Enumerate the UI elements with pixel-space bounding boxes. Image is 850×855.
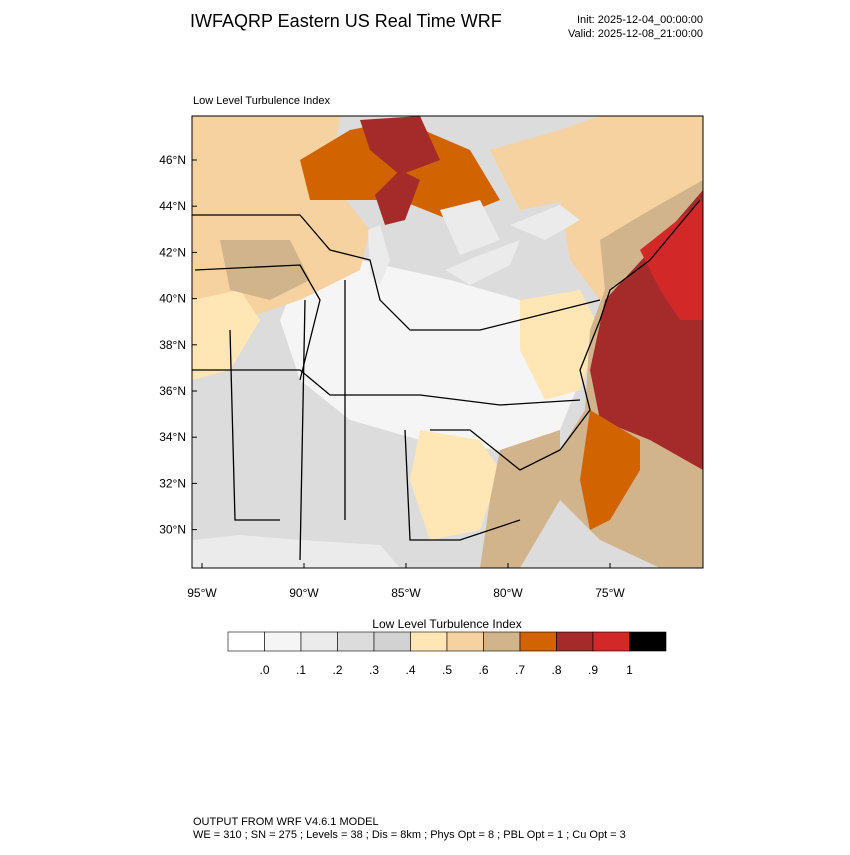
colorbar-cell: [483, 631, 521, 652]
colorbar-cell: [227, 631, 265, 652]
axis-labels: 46°N 44°N 42°N 40°N 38°N 36°N 34°N 32°N 30°N 95°W…: [159, 153, 625, 600]
colorbar-cell: [446, 631, 484, 652]
colorbar-label: .5: [442, 663, 452, 677]
lake-ontario: [510, 205, 580, 240]
valid-time: Valid: 2025-12-08_21:00:00: [568, 28, 703, 40]
map-subtitle: Low Level Turbulence Index: [193, 95, 330, 107]
lon-label: 95°W: [187, 586, 217, 600]
colorbar-cell: [300, 631, 338, 652]
lat-label: 44°N: [159, 199, 186, 213]
colorbar-label: .1: [296, 663, 306, 677]
lake-erie: [445, 240, 520, 285]
lat-label: 34°N: [159, 430, 186, 444]
tan-region: [192, 290, 260, 380]
lat-label: 36°N: [159, 384, 186, 398]
colorbar-label: 1: [626, 663, 633, 677]
colorbar-label: .8: [551, 663, 561, 677]
colorbar-cell: [410, 631, 448, 652]
boundaries: [192, 199, 701, 561]
ocean-tan: [480, 430, 560, 568]
lon-label: 85°W: [391, 586, 421, 600]
lon-label: 75°W: [595, 586, 625, 600]
title: IWFAQRP Eastern US Real Time WRF: [190, 11, 502, 31]
lat-label: 46°N: [159, 153, 186, 167]
ocean-red: [640, 200, 703, 320]
footer-line: OUTPUT FROM WRF V4.6.1 MODEL: [193, 816, 379, 828]
lat-label: 30°N: [159, 523, 186, 537]
colorbar-cell: [556, 631, 594, 652]
dark-red-region: [360, 116, 440, 175]
colorbar-label: .3: [369, 663, 379, 677]
colorbar-cell: [519, 631, 557, 652]
lake-michigan: [368, 225, 390, 285]
colorbar-cell: [373, 631, 411, 652]
gulf-region: [192, 535, 400, 568]
colorbar-cell: [629, 631, 667, 652]
lat-label: 32°N: [159, 476, 186, 490]
colorbar-cell: [264, 631, 302, 652]
tan-region: [410, 430, 500, 540]
lat-label: 42°N: [159, 245, 186, 259]
colorbar-label: .7: [515, 663, 525, 677]
colorbar-label: .6: [478, 663, 488, 677]
canada-region: [490, 116, 703, 210]
dark-red-region: [375, 170, 420, 225]
colorbar: .0 .1 .2 .3 .4 .5 .6 .7 .8 .9 1: [227, 631, 667, 677]
lon-label: 90°W: [289, 586, 319, 600]
map-frame: [191, 115, 704, 569]
lon-label: 80°W: [493, 586, 523, 600]
colorbar-label: .4: [405, 663, 415, 677]
light-region: [280, 260, 580, 450]
colorbar-cell: [592, 631, 630, 652]
init-time: Init: 2025-12-04_00:00:00: [577, 14, 703, 26]
footer-line: WE = 310 ; SN = 275 ; Levels = 38 ; Dis …: [193, 829, 626, 841]
colorbar-cell: [337, 631, 375, 652]
colorbar-label: .9: [588, 663, 598, 677]
colorbar-label: .0: [259, 663, 269, 677]
lake-huron: [440, 200, 500, 255]
lat-label: 40°N: [159, 292, 186, 306]
ocean-orange: [580, 410, 640, 530]
tan-dark-region: [220, 240, 310, 300]
colorbar-label: .2: [332, 663, 342, 677]
lat-label: 38°N: [159, 338, 186, 352]
map-field: [192, 116, 703, 568]
tan-region: [560, 116, 703, 300]
colorbar-title: Low Level Turbulence Index: [372, 617, 521, 631]
